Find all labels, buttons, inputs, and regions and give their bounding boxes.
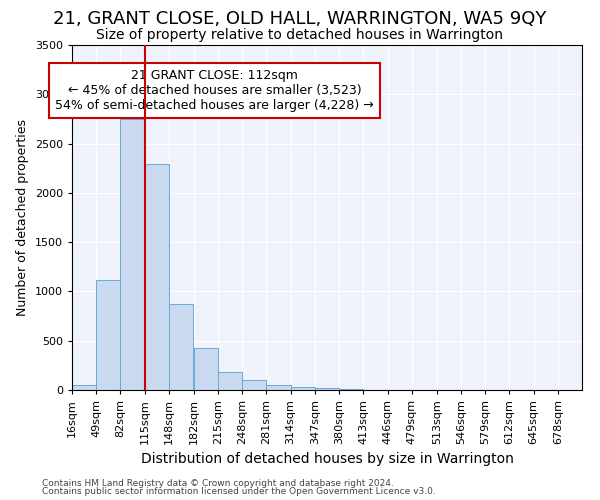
Bar [96, 280, 121, 390]
Bar [218, 372, 242, 390]
Text: 21, GRANT CLOSE, OLD HALL, WARRINGTON, WA5 9QY: 21, GRANT CLOSE, OLD HALL, WARRINGTON, W… [53, 10, 547, 28]
Text: Contains public sector information licensed under the Open Government Licence v3: Contains public sector information licen… [42, 487, 436, 496]
Bar [72, 385, 96, 390]
Bar [339, 389, 364, 390]
Text: Size of property relative to detached houses in Warrington: Size of property relative to detached ho… [97, 28, 503, 42]
Y-axis label: Number of detached properties: Number of detached properties [16, 119, 29, 316]
Bar [169, 304, 193, 390]
Bar [145, 164, 169, 390]
Bar [194, 348, 218, 390]
Bar [290, 387, 315, 390]
Bar [315, 388, 339, 390]
Text: Contains HM Land Registry data © Crown copyright and database right 2024.: Contains HM Land Registry data © Crown c… [42, 478, 394, 488]
Text: 21 GRANT CLOSE: 112sqm
← 45% of detached houses are smaller (3,523)
54% of semi-: 21 GRANT CLOSE: 112sqm ← 45% of detached… [55, 69, 374, 112]
Bar [266, 385, 290, 390]
Bar [242, 380, 266, 390]
Bar [121, 119, 145, 390]
X-axis label: Distribution of detached houses by size in Warrington: Distribution of detached houses by size … [140, 452, 514, 466]
